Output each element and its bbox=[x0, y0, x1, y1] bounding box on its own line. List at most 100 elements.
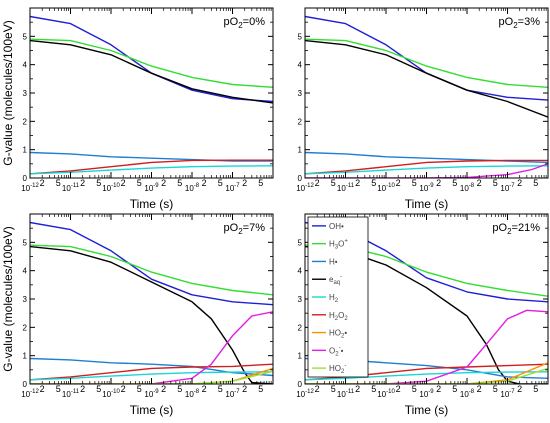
y-tick-label: 4 bbox=[23, 267, 28, 276]
y-tick-label: 5 bbox=[23, 238, 28, 247]
series-line-ho2m bbox=[30, 370, 273, 384]
legend-entry-h3o: H3O+ bbox=[329, 239, 348, 251]
series-line-h3o bbox=[305, 38, 548, 88]
x-minor-tick-label: 2 bbox=[161, 384, 166, 394]
x-minor-tick-label: 5 bbox=[258, 384, 263, 394]
x-minor-tick-label: 2 bbox=[40, 178, 45, 188]
y-tick-label: 5 bbox=[298, 32, 303, 41]
series-line-eaq bbox=[30, 39, 273, 104]
x-minor-tick-label: 5 bbox=[331, 178, 336, 188]
x-tick-label: 10-12 bbox=[296, 389, 314, 399]
series-line-eaq bbox=[30, 245, 273, 384]
x-minor-tick-label: 5 bbox=[493, 384, 498, 394]
x-minor-tick-label: 5 bbox=[412, 384, 417, 394]
x-minor-tick-label: 2 bbox=[477, 178, 482, 188]
x-minor-tick-label: 2 bbox=[436, 384, 441, 394]
panel-title: pO2=21% bbox=[492, 222, 540, 236]
x-tick-label: 10-9 bbox=[419, 389, 434, 399]
series-line-h2o2 bbox=[30, 363, 273, 381]
y-tick-label: 4 bbox=[298, 267, 303, 276]
x-minor-tick-label: 2 bbox=[396, 384, 401, 394]
x-tick-label: 10-10 bbox=[102, 389, 120, 399]
series-line-o2m bbox=[30, 311, 273, 384]
series-line-o2m bbox=[305, 163, 548, 178]
x-minor-tick-label: 5 bbox=[331, 384, 336, 394]
x-tick-label: 10-8 bbox=[185, 389, 200, 399]
y-tick-label: 1 bbox=[23, 352, 28, 361]
plot-frame bbox=[304, 7, 549, 179]
series-line-h2o2 bbox=[305, 159, 548, 175]
x-tick-label: 10-12 bbox=[21, 183, 39, 193]
x-minor-tick-label: 5 bbox=[533, 178, 538, 188]
x-minor-tick-label: 5 bbox=[56, 178, 61, 188]
panel-title: pO2=0% bbox=[224, 16, 266, 30]
x-axis-title: Time (s) bbox=[130, 403, 174, 417]
series-line-h bbox=[30, 357, 273, 377]
x-tick-label: 10-7 bbox=[500, 389, 515, 399]
y-tick-label: 0 bbox=[23, 174, 28, 183]
x-tick-label: 10-10 bbox=[102, 183, 120, 193]
x-minor-tick-label: 2 bbox=[161, 178, 166, 188]
legend-entry-eaq: eaq- bbox=[329, 274, 342, 286]
series-line-oh bbox=[30, 221, 273, 306]
series-line-eaq bbox=[305, 39, 548, 118]
series-line-h2o2 bbox=[30, 159, 273, 175]
legend-entry-h2: H2 bbox=[329, 293, 339, 304]
legend-entry-oh: OH• bbox=[329, 222, 344, 231]
x-minor-tick-label: 2 bbox=[477, 384, 482, 394]
series-group bbox=[30, 221, 273, 384]
y-tick-label: 4 bbox=[298, 61, 303, 70]
x-tick-label: 10-8 bbox=[460, 389, 475, 399]
y-tick-label: 2 bbox=[23, 323, 28, 332]
y-tick-label: 3 bbox=[23, 295, 28, 304]
series-line-h3o bbox=[30, 244, 273, 296]
x-minor-tick-label: 5 bbox=[137, 178, 142, 188]
y-tick-label: 1 bbox=[23, 146, 28, 155]
x-minor-tick-label: 5 bbox=[452, 178, 457, 188]
y-tick-label: 3 bbox=[23, 89, 28, 98]
series-line-oh bbox=[305, 15, 548, 101]
x-minor-tick-label: 2 bbox=[517, 384, 522, 394]
x-minor-tick-label: 5 bbox=[218, 178, 223, 188]
x-tick-label: 10-9 bbox=[144, 183, 159, 193]
x-tick-label: 10-8 bbox=[460, 183, 475, 193]
x-minor-tick-label: 2 bbox=[396, 178, 401, 188]
y-tick-label: 0 bbox=[298, 380, 303, 389]
x-tick-label: 10-7 bbox=[500, 183, 515, 193]
x-minor-tick-label: 2 bbox=[355, 384, 360, 394]
y-tick-label: 0 bbox=[23, 380, 28, 389]
x-minor-tick-label: 2 bbox=[315, 178, 320, 188]
panel-title: pO2=3% bbox=[499, 16, 541, 30]
y-tick-label: 3 bbox=[298, 89, 303, 98]
x-minor-tick-label: 5 bbox=[177, 384, 182, 394]
series-line-h bbox=[30, 151, 273, 162]
x-minor-tick-label: 5 bbox=[493, 178, 498, 188]
y-tick-label: 3 bbox=[298, 295, 303, 304]
x-tick-label: 10-8 bbox=[185, 183, 200, 193]
plot-frame bbox=[29, 7, 274, 179]
x-minor-tick-label: 5 bbox=[56, 384, 61, 394]
series-group bbox=[305, 15, 548, 178]
x-minor-tick-label: 2 bbox=[517, 178, 522, 188]
x-tick-label: 10-9 bbox=[144, 389, 159, 399]
series-line-ho2m bbox=[305, 367, 548, 384]
x-minor-tick-label: 2 bbox=[315, 384, 320, 394]
x-minor-tick-label: 2 bbox=[355, 178, 360, 188]
x-minor-tick-label: 5 bbox=[533, 384, 538, 394]
x-minor-tick-label: 2 bbox=[121, 384, 126, 394]
series-group bbox=[30, 15, 273, 175]
x-tick-label: 10-11 bbox=[62, 389, 80, 399]
x-minor-tick-label: 2 bbox=[40, 384, 45, 394]
x-minor-tick-label: 5 bbox=[258, 178, 263, 188]
x-tick-label: 10-11 bbox=[337, 389, 355, 399]
legend-entry-o2m: O2-• bbox=[329, 345, 344, 357]
y-tick-label: 2 bbox=[23, 117, 28, 126]
x-minor-tick-label: 5 bbox=[137, 384, 142, 394]
x-minor-tick-label: 5 bbox=[96, 384, 101, 394]
legend-entry-h2o2: H2O2 bbox=[329, 311, 348, 322]
x-minor-tick-label: 5 bbox=[96, 178, 101, 188]
x-axis-title: Time (s) bbox=[130, 197, 174, 211]
